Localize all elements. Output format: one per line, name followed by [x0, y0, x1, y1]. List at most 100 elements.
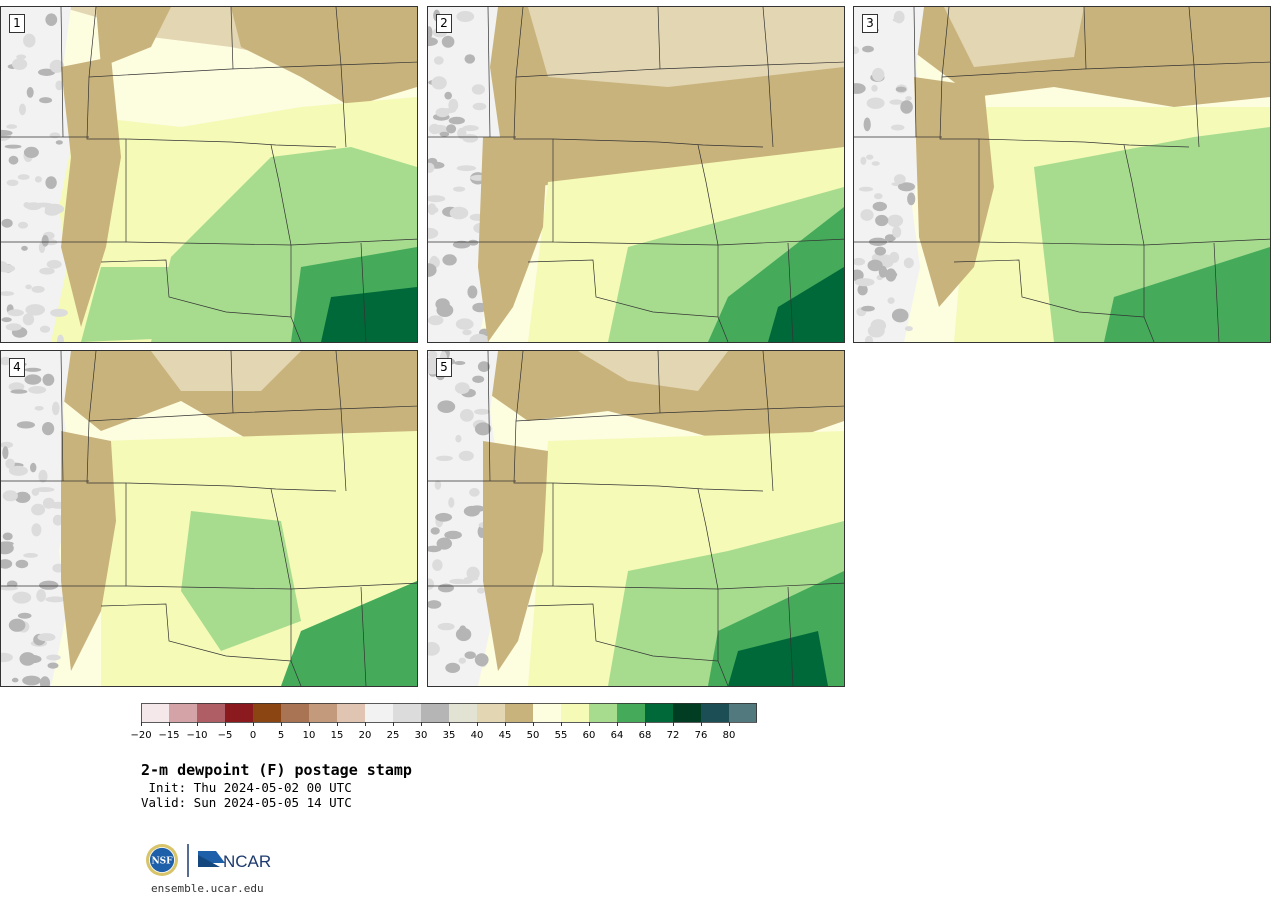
terrain-patch: [6, 179, 19, 186]
terrain-patch: [1, 317, 12, 323]
terrain-patch: [1, 559, 13, 569]
terrain-patch: [854, 46, 860, 55]
terrain-patch: [428, 26, 433, 39]
colorbar-tick-label: 68: [639, 730, 652, 741]
tropical-humid: [768, 267, 844, 342]
dry-north: [96, 7, 171, 67]
nsf-logo: NSF: [146, 844, 178, 876]
colorbar-tick-label: 20: [359, 730, 372, 741]
terrain-patch: [458, 450, 474, 461]
humid-central: [181, 511, 301, 651]
terrain-patch: [903, 257, 914, 269]
terrain-patch: [436, 303, 454, 317]
tropical-humid: [728, 631, 828, 686]
colorbar-swatch: [281, 703, 309, 722]
dry-north-plains: [1, 351, 417, 461]
terrain-patch: [16, 54, 27, 60]
terrain-patch: [448, 98, 459, 112]
terrain-patch: [874, 193, 883, 200]
colorbar-swatch: [449, 703, 477, 722]
terrain-patch: [6, 124, 18, 129]
colorbar-swatch: [589, 703, 617, 722]
terrain-patch: [1, 585, 18, 591]
dry-lee-slope: [61, 57, 121, 327]
terrain-patch: [52, 514, 64, 526]
humid-south: [81, 267, 201, 342]
terrain-patch: [428, 195, 446, 203]
terrain-patch: [34, 406, 44, 411]
terrain-patch: [872, 201, 887, 212]
terrain-patch: [5, 458, 15, 469]
map-panel-2: 2: [427, 6, 845, 343]
state-borders: [428, 351, 844, 686]
terrain-patch: [39, 267, 55, 275]
terrain-patch: [854, 278, 875, 287]
terrain-patch: [1, 441, 14, 449]
colorbar-tick-label: −20: [130, 730, 151, 741]
terrain-patch: [39, 580, 59, 590]
terrain-patch: [898, 182, 915, 192]
terrain-patch: [55, 80, 63, 91]
terrain-patch: [8, 618, 26, 632]
terrain-patch: [455, 627, 472, 642]
colorbar-tick-label: 10: [303, 730, 316, 741]
terrain-patch: [444, 530, 462, 540]
terrain-patch: [428, 642, 440, 656]
terrain-patch: [462, 134, 479, 143]
terrain-patch: [428, 123, 441, 135]
terrain-patch: [12, 591, 32, 604]
state-borders: [1, 7, 417, 342]
colorbar-tick-label: 5: [278, 730, 284, 741]
map-panel-5: 5: [427, 350, 845, 687]
map-panel-1: 1: [0, 6, 418, 343]
colorbar-swatch: [309, 703, 337, 722]
terrain-patch: [472, 102, 487, 111]
terrain-patch: [456, 11, 475, 22]
terrain-patch: [435, 107, 450, 118]
terrain-patch: [25, 284, 32, 290]
rockies-high-terrain: [1, 7, 73, 342]
colorbar-swatch: [645, 703, 673, 722]
terrain-patch: [12, 58, 28, 70]
dewpoint-map-2: [428, 7, 844, 342]
logo-block: NSF NCAR: [145, 843, 275, 883]
colorbar-swatch: [533, 703, 561, 722]
state-borders: [854, 7, 1270, 342]
colorbar-tick-label: 30: [415, 730, 428, 741]
terrain-patch: [428, 315, 444, 326]
terrain-patch: [45, 596, 66, 603]
dry-lee-slope: [483, 441, 548, 671]
terrain-patch: [477, 361, 490, 372]
state-borders: [1, 351, 417, 686]
colorbar-swatch: [505, 703, 533, 722]
terrain-patch: [31, 523, 42, 537]
colorbar-swatch: [337, 703, 365, 722]
terrain-patch: [441, 35, 455, 48]
colorbar-tick-label: 80: [723, 730, 736, 741]
terrain-patch: [44, 203, 65, 215]
terrain-patch: [42, 497, 55, 509]
dry-north-band: [578, 351, 728, 391]
colorbar-tick-label: 35: [443, 730, 456, 741]
terrain-patch: [433, 56, 444, 65]
terrain-patch: [858, 186, 874, 192]
terrain-patch: [50, 308, 68, 317]
terrain-patch: [907, 192, 916, 206]
terrain-patch: [471, 84, 485, 95]
colorbar-tick-label: 45: [499, 730, 512, 741]
terrain-patch: [22, 675, 41, 686]
terrain-patch: [454, 382, 470, 394]
terrain-patch: [857, 284, 868, 296]
terrain-patch: [1, 218, 13, 228]
terrain-patch: [38, 68, 56, 76]
dry-north-plains: [428, 351, 844, 451]
map-panel-4: 4: [0, 350, 418, 687]
colorbar-tick-label: 55: [555, 730, 568, 741]
terrain-patch: [55, 140, 63, 145]
terrain-patch: [25, 304, 45, 316]
dewpoint-map-1: [1, 7, 417, 342]
terrain-patch: [41, 235, 49, 247]
terrain-patch: [428, 203, 437, 215]
state-borders: [428, 7, 844, 342]
colorbar-swatch: [141, 703, 169, 722]
